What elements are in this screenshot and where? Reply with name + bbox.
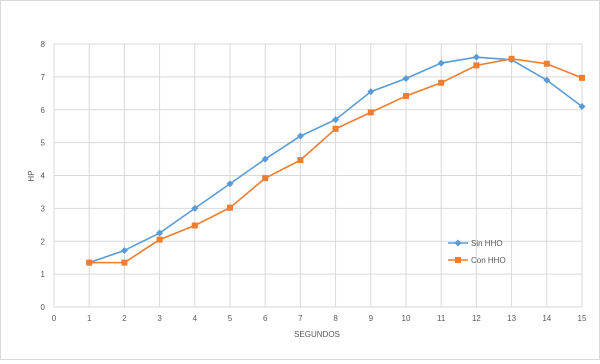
y-tick-label: 1 [41, 270, 46, 279]
data-point-con-hho [191, 222, 198, 229]
y-tick-label: 8 [41, 40, 46, 49]
data-point-con-hho [438, 79, 445, 86]
data-point-con-hho [227, 204, 233, 211]
data-point-con-hho [156, 236, 163, 243]
data-point-sin-hho [578, 102, 586, 110]
x-tick-label: 12 [472, 314, 481, 323]
data-point-con-hho [579, 74, 585, 81]
data-point-sin-hho [120, 246, 128, 254]
y-tick-label: 6 [41, 106, 46, 115]
data-point-sin-hho [543, 76, 551, 84]
legend-item-con-hho: Con HHO [448, 256, 506, 265]
x-tick-label: 0 [52, 314, 57, 323]
y-tick-label: 5 [41, 139, 46, 148]
grid-lines [53, 43, 583, 308]
x-tick-label: 8 [333, 314, 338, 323]
series-lines [85, 53, 586, 267]
data-point-con-hho [543, 60, 550, 67]
data-point-con-hho [473, 62, 480, 69]
x-tick-label: 4 [193, 314, 198, 323]
data-point-sin-hho [261, 155, 269, 163]
x-axis-title: SEGUNDOS [294, 330, 340, 339]
legend: Sin HHO Con HHO [448, 239, 506, 265]
x-tick-label: 9 [369, 314, 374, 323]
legend-swatch-marker [455, 257, 461, 263]
data-point-sin-hho [472, 53, 480, 61]
y-tick-label: 7 [41, 73, 46, 82]
data-point-con-hho [332, 125, 339, 132]
x-tick-label: 14 [542, 314, 551, 323]
y-tick-label: 4 [41, 172, 46, 181]
y-axis-title: HP [27, 170, 36, 181]
data-point-con-hho [121, 259, 128, 266]
data-point-sin-hho [402, 75, 410, 83]
series-con-hho [86, 55, 585, 266]
legend-label: Con HHO [471, 256, 506, 265]
data-point-sin-hho [367, 88, 375, 96]
y-tick-label: 0 [41, 303, 46, 312]
data-point-con-hho [367, 109, 374, 116]
data-point-con-hho [297, 157, 304, 164]
x-tick-label: 5 [228, 314, 233, 323]
data-point-sin-hho [156, 229, 164, 237]
x-tick-label: 11 [437, 314, 446, 323]
data-point-sin-hho [332, 116, 340, 124]
x-tick-label: 13 [507, 314, 516, 323]
data-point-sin-hho [296, 132, 304, 140]
data-point-sin-hho [226, 180, 234, 188]
x-tick-label: 2 [122, 314, 127, 323]
data-point-con-hho [403, 92, 409, 99]
x-tick-label: 15 [578, 314, 587, 323]
data-point-sin-hho [437, 59, 445, 67]
x-tick-label: 6 [263, 314, 268, 323]
legend-label: Sin HHO [471, 239, 503, 248]
data-point-con-hho [86, 259, 93, 266]
data-point-sin-hho [191, 204, 199, 212]
y-tick-label: 2 [41, 237, 46, 246]
x-tick-label: 10 [402, 314, 411, 323]
x-tick-label: 3 [157, 314, 162, 323]
y-tick-label: 3 [41, 204, 46, 213]
x-tick-label: 7 [298, 314, 303, 323]
x-tick-label: 1 [87, 314, 92, 323]
data-point-con-hho [262, 175, 269, 182]
data-point-con-hho [508, 55, 515, 62]
legend-item-sin-hho: Sin HHO [448, 239, 503, 248]
legend-swatch-marker [454, 239, 462, 247]
